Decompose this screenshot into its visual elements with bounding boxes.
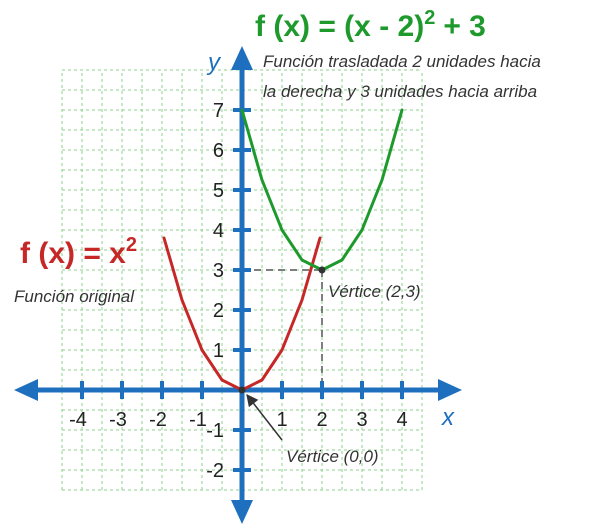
y-tick-label: 7	[213, 100, 224, 122]
original-function-formula: f (x) = x	[20, 237, 126, 270]
vertex-guides	[242, 269, 323, 390]
translated-function-note-line1: Función trasladada 2 unidades hacia	[263, 52, 541, 71]
y-tick-label: 6	[213, 140, 224, 162]
translated-function-note-line2: la derecha y 3 unidades hacia arriba	[263, 82, 537, 101]
x-tick-label: 4	[396, 409, 407, 431]
vertex-pointer-arrow	[246, 394, 283, 441]
x-tick-label: 1	[276, 409, 287, 431]
y-tick-label: 5	[213, 180, 224, 202]
x-tick-label: -4	[69, 409, 87, 431]
tick-labels: -4 -3 -2 -1 1 2 3 4 -2 -1 1 2 3 4 5 6 7	[69, 100, 407, 482]
translated-function-formula: f (x) = (x - 2)	[255, 10, 424, 43]
y-tick-label: 3	[213, 260, 224, 282]
original-function-title: f (x) = x2	[20, 234, 137, 270]
x-axis-arrow-left	[14, 379, 38, 401]
y-axis-arrow-top	[231, 46, 253, 70]
y-tick-label: 4	[213, 220, 224, 242]
vertex-points: Vértice (2,3) Vértice (0,0)	[238, 266, 421, 466]
y-tick-label: 2	[213, 300, 224, 322]
x-tick-label: 3	[356, 409, 367, 431]
translated-function-title: f (x) = (x - 2)2 + 3	[255, 7, 486, 43]
translated-function-exponent: 2	[424, 7, 435, 29]
x-axis-label: x	[441, 404, 455, 431]
translated-function-tail: + 3	[443, 10, 486, 43]
vertex-point	[318, 266, 326, 274]
vertex-label: Vértice (2,3)	[328, 282, 421, 301]
original-function-exponent: 2	[126, 234, 137, 256]
series	[162, 108, 404, 392]
y-tick-label: -1	[206, 420, 224, 442]
x-tick-label: 2	[316, 409, 327, 431]
axes	[14, 46, 462, 524]
y-axis-label: y	[206, 49, 222, 76]
vertex-point	[238, 386, 246, 394]
original-function-note: Función original	[14, 287, 135, 306]
y-tick-label: -2	[206, 460, 224, 482]
x-tick-label: -3	[109, 409, 127, 431]
x-tick-label: -1	[189, 409, 207, 431]
y-tick-label: 1	[213, 340, 224, 362]
y-axis-arrow-bottom	[231, 500, 253, 524]
x-axis-arrow-right	[438, 379, 462, 401]
x-tick-label: -2	[149, 409, 167, 431]
vertex-label: Vértice (0,0)	[286, 447, 379, 466]
